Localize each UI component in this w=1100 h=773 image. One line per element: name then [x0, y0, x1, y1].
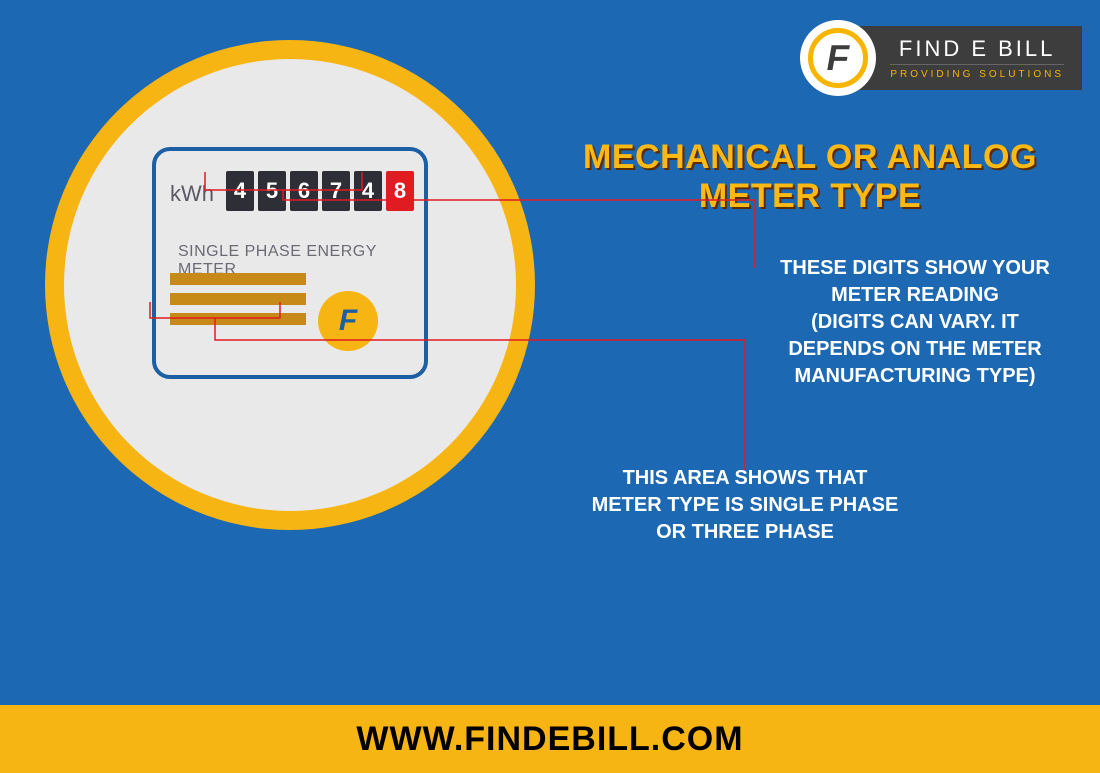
logo-ring: F [808, 28, 868, 88]
meter-body: kWh 456748 SINGLE PHASE ENERGY METER F [152, 147, 428, 379]
info-bars [170, 273, 306, 325]
mini-logo-icon: F [318, 291, 378, 351]
digit-decimal: 8 [386, 171, 414, 211]
logo-letter: F [824, 37, 853, 79]
title-line-2: METER TYPE [540, 177, 1080, 216]
digit-regular: 4 [354, 171, 382, 211]
brand-logo: F FIND E BILL PROVIDING SOLUTIONS [800, 20, 1082, 96]
logo-tagline: PROVIDING SOLUTIONS [890, 64, 1064, 80]
digit-row: 456748 [226, 171, 414, 211]
footer-band: WWW.FINDEBILL.COM [0, 705, 1100, 773]
footer-url: WWW.FINDEBILL.COM [356, 720, 743, 759]
infographic-canvas: F FIND E BILL PROVIDING SOLUTIONS MECHAN… [0, 0, 1100, 773]
info-bar [170, 273, 306, 285]
info-bar [170, 293, 306, 305]
meter-face: kWh 456748 SINGLE PHASE ENERGY METER F [64, 59, 516, 511]
logo-disc: F [800, 20, 876, 96]
callout-phase: THIS AREA SHOWS THAT METER TYPE IS SINGL… [585, 465, 905, 546]
title-block: MECHANICAL OR ANALOG METER TYPE [540, 138, 1080, 216]
title-line-1: MECHANICAL OR ANALOG [540, 138, 1080, 177]
meter-ring: kWh 456748 SINGLE PHASE ENERGY METER F [45, 40, 535, 530]
info-bar [170, 313, 306, 325]
digit-regular: 7 [322, 171, 350, 211]
digit-regular: 6 [290, 171, 318, 211]
callout-reading: THESE DIGITS SHOW YOUR METER READING(DIG… [760, 255, 1070, 390]
digit-regular: 5 [258, 171, 286, 211]
logo-plate: FIND E BILL PROVIDING SOLUTIONS [850, 26, 1082, 90]
logo-brand-text: FIND E BILL [899, 36, 1055, 62]
unit-label: kWh [170, 181, 214, 207]
digit-regular: 4 [226, 171, 254, 211]
